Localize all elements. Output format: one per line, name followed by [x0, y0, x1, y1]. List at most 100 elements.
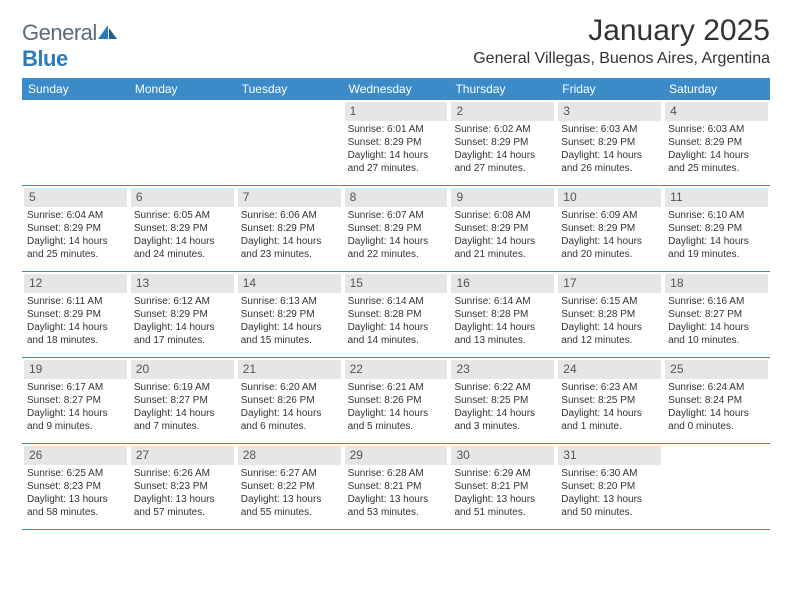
sunrise: Sunrise: 6:13 AM	[241, 296, 338, 309]
day-details: Sunrise: 6:07 AMSunset: 8:29 PMDaylight:…	[345, 210, 448, 261]
calendar: SundayMondayTuesdayWednesdayThursdayFrid…	[22, 78, 770, 530]
day-cell: 1 Sunrise: 6:01 AMSunset: 8:29 PMDaylight…	[343, 100, 450, 185]
day-number: 2	[451, 102, 554, 121]
sunrise: Sunrise: 6:22 AM	[454, 382, 551, 395]
sunrise: Sunrise: 6:17 AM	[27, 382, 124, 395]
day-of-week-cell: Saturday	[663, 78, 770, 100]
day-number: 20	[131, 360, 234, 379]
day-number: 7	[238, 188, 341, 207]
sunset: Sunset: 8:29 PM	[561, 223, 658, 236]
logo-text-part2: Blue	[22, 46, 68, 71]
day-details: Sunrise: 6:10 AMSunset: 8:29 PMDaylight:…	[665, 210, 768, 261]
day-details: Sunrise: 6:09 AMSunset: 8:29 PMDaylight:…	[558, 210, 661, 261]
day-of-week-cell: Sunday	[22, 78, 129, 100]
daylight: Daylight: 14 hours and 27 minutes.	[348, 150, 445, 176]
day-details: Sunrise: 6:12 AMSunset: 8:29 PMDaylight:…	[131, 296, 234, 347]
day-cell: 10 Sunrise: 6:09 AMSunset: 8:29 PMDayligh…	[556, 186, 663, 271]
sunset: Sunset: 8:29 PM	[27, 223, 124, 236]
day-cell: 27 Sunrise: 6:26 AMSunset: 8:23 PMDayligh…	[129, 444, 236, 529]
daylight: Daylight: 14 hours and 6 minutes.	[241, 408, 338, 434]
daylight: Daylight: 14 hours and 1 minute.	[561, 408, 658, 434]
day-cell: 2Sunrise: 6:02 AMSunset: 8:29 PMDaylight…	[449, 100, 556, 185]
sunset: Sunset: 8:27 PM	[27, 395, 124, 408]
daylight: Daylight: 13 hours and 57 minutes.	[134, 494, 231, 520]
sunset: Sunset: 8:23 PM	[27, 481, 124, 494]
day-details: Sunrise: 6:30 AMSunset: 8:20 PMDaylight:…	[558, 468, 661, 519]
day-details: Sunrise: 6:29 AMSunset: 8:21 PMDaylight:…	[451, 468, 554, 519]
day-number: 22	[345, 360, 448, 379]
daylight: Daylight: 14 hours and 27 minutes.	[454, 150, 551, 176]
day-details: Sunrise: 6:21 AMSunset: 8:26 PMDaylight:…	[345, 382, 448, 433]
daylight: Daylight: 13 hours and 51 minutes.	[454, 494, 551, 520]
day-number: 18	[665, 274, 768, 293]
sunrise: Sunrise: 6:06 AM	[241, 210, 338, 223]
daylight: Daylight: 14 hours and 21 minutes.	[454, 236, 551, 262]
day-number: 28	[238, 446, 341, 465]
sunrise: Sunrise: 6:23 AM	[561, 382, 658, 395]
sunset: Sunset: 8:27 PM	[668, 309, 765, 322]
sunset: Sunset: 8:23 PM	[134, 481, 231, 494]
sunset: Sunset: 8:28 PM	[454, 309, 551, 322]
daylight: Daylight: 13 hours and 53 minutes.	[348, 494, 445, 520]
weeks-container: 1Sunrise: 6:01 AMSunset: 8:29 PMDaylight…	[22, 100, 770, 530]
sunrise: Sunrise: 6:16 AM	[668, 296, 765, 309]
day-details: Sunrise: 6:14 AMSunset: 8:28 PMDaylight:…	[345, 296, 448, 347]
sunrise: Sunrise: 6:02 AM	[454, 124, 551, 137]
sunrise: Sunrise: 6:25 AM	[27, 468, 124, 481]
day-number: 3	[558, 102, 661, 121]
day-cell: 6Sunrise: 6:05 AMSunset: 8:29 PMDaylight…	[129, 186, 236, 271]
logo-text-part1: General	[22, 20, 97, 45]
sunrise: Sunrise: 6:10 AM	[668, 210, 765, 223]
day-number: 24	[558, 360, 661, 379]
day-cell: 13 Sunrise: 6:12 AMSunset: 8:29 PMDayligh…	[129, 272, 236, 357]
day-number: 1	[345, 102, 448, 121]
daylight: Daylight: 14 hours and 23 minutes.	[241, 236, 338, 262]
day-number: 10	[558, 188, 661, 207]
day-details: Sunrise: 6:11 AMSunset: 8:29 PMDaylight:…	[24, 296, 127, 347]
day-number: 11	[665, 188, 768, 207]
day-number: 9	[451, 188, 554, 207]
daylight: Daylight: 14 hours and 20 minutes.	[561, 236, 658, 262]
day-details: Sunrise: 6:03 AMSunset: 8:29 PMDaylight:…	[558, 124, 661, 175]
day-details: Sunrise: 6:08 AMSunset: 8:29 PMDaylight:…	[451, 210, 554, 261]
day-cell: 30Sunrise: 6:29 AMSunset: 8:21 PMDayligh…	[449, 444, 556, 529]
sunrise: Sunrise: 6:09 AM	[561, 210, 658, 223]
day-number: 19	[24, 360, 127, 379]
sunset: Sunset: 8:29 PM	[134, 309, 231, 322]
day-details: Sunrise: 6:01 AMSunset: 8:29 PMDaylight:…	[345, 124, 448, 175]
day-cell: 28Sunrise: 6:27 AMSunset: 8:22 PMDayligh…	[236, 444, 343, 529]
daylight: Daylight: 13 hours and 50 minutes.	[561, 494, 658, 520]
sunset: Sunset: 8:29 PM	[454, 223, 551, 236]
sunset: Sunset: 8:29 PM	[241, 223, 338, 236]
day-details: Sunrise: 6:03 AMSunset: 8:29 PMDaylight:…	[665, 124, 768, 175]
week-row: 5Sunrise: 6:04 AMSunset: 8:29 PMDaylight…	[22, 186, 770, 272]
daylight: Daylight: 14 hours and 19 minutes.	[668, 236, 765, 262]
daylight: Daylight: 13 hours and 58 minutes.	[27, 494, 124, 520]
sunrise: Sunrise: 6:03 AM	[668, 124, 765, 137]
day-cell	[129, 100, 236, 185]
sunrise: Sunrise: 6:14 AM	[348, 296, 445, 309]
sunrise: Sunrise: 6:21 AM	[348, 382, 445, 395]
day-cell: 17Sunrise: 6:15 AMSunset: 8:28 PMDayligh…	[556, 272, 663, 357]
day-number: 21	[238, 360, 341, 379]
day-cell: 24Sunrise: 6:23 AMSunset: 8:25 PMDayligh…	[556, 358, 663, 443]
day-number: 23	[451, 360, 554, 379]
week-row: 12Sunrise: 6:11 AMSunset: 8:29 PMDayligh…	[22, 272, 770, 358]
day-details: Sunrise: 6:22 AMSunset: 8:25 PMDaylight:…	[451, 382, 554, 433]
day-details: Sunrise: 6:26 AMSunset: 8:23 PMDaylight:…	[131, 468, 234, 519]
day-of-week-cell: Thursday	[449, 78, 556, 100]
daylight: Daylight: 14 hours and 22 minutes.	[348, 236, 445, 262]
daylight: Daylight: 14 hours and 7 minutes.	[134, 408, 231, 434]
day-number: 27	[131, 446, 234, 465]
day-number: 8	[345, 188, 448, 207]
day-cell	[22, 100, 129, 185]
sunrise: Sunrise: 6:15 AM	[561, 296, 658, 309]
day-cell: 25Sunrise: 6:24 AMSunset: 8:24 PMDayligh…	[663, 358, 770, 443]
day-details: Sunrise: 6:19 AMSunset: 8:27 PMDaylight:…	[131, 382, 234, 433]
day-number: 13	[131, 274, 234, 293]
daylight: Daylight: 14 hours and 3 minutes.	[454, 408, 551, 434]
sunset: Sunset: 8:29 PM	[561, 137, 658, 150]
day-details: Sunrise: 6:25 AMSunset: 8:23 PMDaylight:…	[24, 468, 127, 519]
logo-text: General Blue	[22, 20, 119, 72]
sunrise: Sunrise: 6:01 AM	[348, 124, 445, 137]
